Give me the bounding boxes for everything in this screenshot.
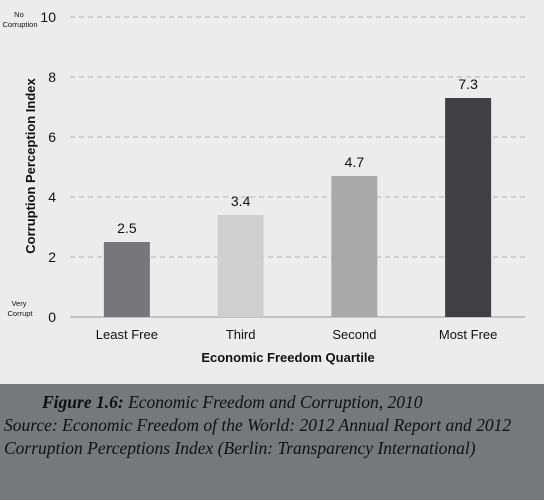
data-label: 4.7: [345, 154, 365, 170]
bar: [217, 215, 264, 317]
bottom-annotation: Very Corrupt: [7, 299, 33, 318]
data-label: 2.5: [117, 220, 137, 236]
y-tick-label: 0: [48, 309, 56, 325]
y-tick-labels: 0 2 4 6 8 10: [40, 9, 56, 325]
caption-title: Economic Freedom and Corruption, 2010: [123, 392, 423, 412]
y-tick-label: 4: [48, 189, 56, 205]
data-label: 3.4: [231, 193, 251, 209]
x-tick-label: Third: [226, 327, 256, 342]
y-axis-title: Corruption Perception Index: [23, 77, 38, 253]
bottom-annotation-line-2: Corrupt: [7, 309, 33, 318]
top-annotation-line-2: Corruption: [2, 20, 37, 29]
chart-panel: 0 2 4 6 8 10 2.5 3.4 4.7 7.3 Least Free Third Seco…: [0, 0, 544, 384]
bar: [331, 176, 378, 317]
bars: [103, 98, 492, 317]
top-annotation-line-1: No: [14, 10, 24, 19]
x-tick-label: Second: [332, 327, 376, 342]
y-tick-label: 10: [40, 9, 56, 25]
top-annotation: No Corruption: [2, 10, 37, 29]
y-tick-label: 8: [48, 69, 56, 85]
x-tick-label: Most Free: [439, 327, 498, 342]
bar: [103, 242, 150, 317]
y-tick-label: 2: [48, 249, 56, 265]
x-tick-labels: Least Free Third Second Most Free: [96, 327, 498, 342]
bottom-annotation-line-1: Very: [11, 299, 26, 308]
figure-label: Figure 1.6:: [42, 392, 124, 412]
data-label: 7.3: [458, 76, 478, 92]
x-axis-title: Economic Freedom Quartile: [201, 350, 374, 365]
bar: [445, 98, 492, 317]
data-labels: 2.5 3.4 4.7 7.3: [117, 76, 478, 236]
bar-chart: 0 2 4 6 8 10 2.5 3.4 4.7 7.3 Least Free Third Seco…: [2, 9, 525, 365]
caption-title-line: Figure 1.6: Economic Freedom and Corrupt…: [4, 391, 540, 414]
y-tick-label: 6: [48, 129, 56, 145]
x-tick-label: Least Free: [96, 327, 158, 342]
caption-source: Source: Economic Freedom of the World: 2…: [4, 415, 512, 458]
figure-caption: Figure 1.6: Economic Freedom and Corrupt…: [0, 384, 544, 500]
